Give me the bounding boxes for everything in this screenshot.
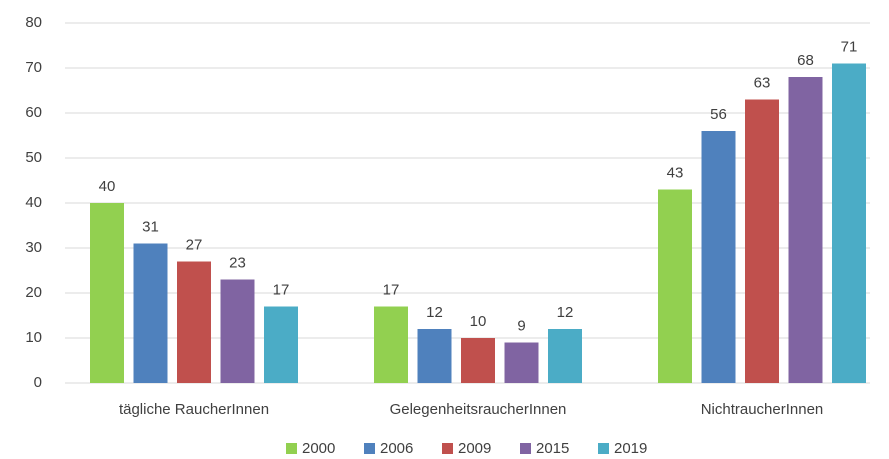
legend-swatch [598, 443, 609, 454]
bar [90, 203, 124, 383]
value-label: 17 [383, 281, 400, 298]
x-tick-label: GelegenheitsraucherInnen [390, 401, 567, 418]
y-tick-label: 40 [25, 194, 42, 211]
bar [788, 77, 823, 383]
bar [177, 261, 211, 383]
value-label: 9 [517, 317, 525, 334]
x-tick-label: NichtraucherInnen [701, 401, 824, 418]
legend-label: 2000 [302, 440, 335, 457]
y-tick-label: 80 [25, 14, 42, 31]
value-label: 71 [841, 38, 858, 55]
legend-label: 2019 [614, 440, 647, 457]
value-label: 43 [667, 164, 684, 181]
bar [220, 279, 255, 383]
y-tick-label: 70 [25, 59, 42, 76]
legend-swatch [364, 443, 375, 454]
value-label: 17 [273, 281, 290, 298]
bar [417, 329, 452, 383]
bar [658, 189, 692, 383]
legend-swatch [286, 443, 297, 454]
value-label: 12 [426, 304, 443, 321]
y-tick-label: 20 [25, 284, 42, 301]
value-label: 40 [99, 178, 116, 195]
bar [504, 342, 539, 383]
legend-swatch [442, 443, 453, 454]
value-label: 12 [557, 304, 574, 321]
bar [133, 243, 168, 383]
value-label: 31 [142, 218, 159, 235]
bar [461, 338, 495, 383]
bar [374, 306, 408, 383]
y-tick-label: 60 [25, 104, 42, 121]
bar [701, 131, 736, 383]
legend-label: 2015 [536, 440, 569, 457]
value-label: 27 [186, 236, 203, 253]
bar [832, 63, 866, 383]
bar [264, 306, 298, 383]
bar [548, 329, 582, 383]
value-label: 56 [710, 106, 727, 123]
y-tick-label: 50 [25, 149, 42, 166]
value-label: 63 [754, 74, 771, 91]
y-tick-label: 30 [25, 239, 42, 256]
x-tick-label: tägliche RaucherInnen [119, 401, 269, 418]
value-label: 10 [470, 313, 487, 330]
bar [745, 99, 779, 383]
value-label: 68 [797, 52, 814, 69]
y-tick-label: 10 [25, 329, 42, 346]
legend-swatch [520, 443, 531, 454]
value-label: 23 [229, 254, 246, 271]
legend-label: 2006 [380, 440, 413, 457]
y-tick-label: 0 [34, 374, 42, 391]
legend-label: 2009 [458, 440, 491, 457]
